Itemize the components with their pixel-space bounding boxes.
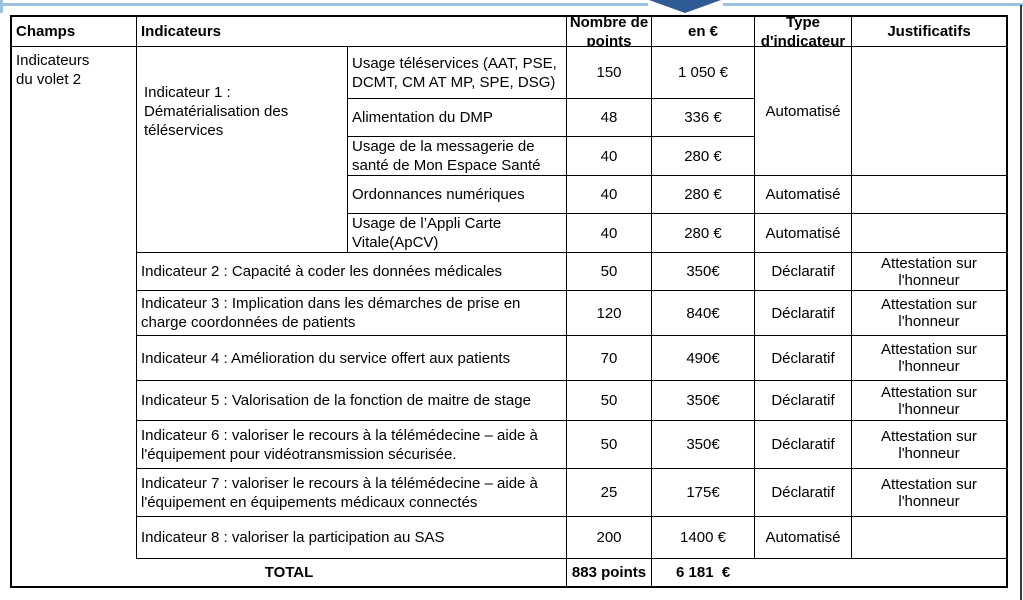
row-euros: 350€ <box>652 421 755 469</box>
page-right-edge <box>1020 5 1022 600</box>
sub-row-label: Ordonnances numériques <box>348 176 567 214</box>
row-euros: 350€ <box>652 253 755 291</box>
type-indicateur-row-5: Automatisé <box>755 214 852 253</box>
row-points: 25 <box>567 469 652 517</box>
header-en-euros: en € <box>652 17 755 47</box>
top-accent-line-right <box>723 3 1023 6</box>
header-nombre-points: Nombre de points <box>567 17 652 47</box>
row-label: Indicateur 7 : valoriser le recours à la… <box>137 469 567 517</box>
row-type: Déclaratif <box>755 469 852 517</box>
sub-row-euros: 336 € <box>652 99 755 137</box>
row-label: Indicateur 2 : Capacité à coder les donn… <box>137 253 567 291</box>
row-label: Indicateur 4 : Amélioration du service o… <box>137 336 567 381</box>
sub-row-euros: 280 € <box>652 137 755 176</box>
down-arrow-icon <box>649 0 721 13</box>
indicateur-1-label: Indicateur 1 : Dématérialisation des tél… <box>137 47 348 253</box>
header-indicateurs: Indicateurs <box>137 17 567 47</box>
total-euros: 6 181 € <box>676 564 731 581</box>
row-justificatif-empty <box>852 517 1006 559</box>
row-euros: 350€ <box>652 381 755 421</box>
row-justificatif: Attestation sur l'honneur <box>852 469 1006 517</box>
sub-row-points: 40 <box>567 214 652 253</box>
header-champs: Champs <box>12 17 137 47</box>
row-label: Indicateur 3 : Implication dans les déma… <box>137 291 567 336</box>
sub-row-points: 150 <box>567 47 652 99</box>
row-type: Automatisé <box>755 517 852 559</box>
row-euros: 1400 € <box>652 517 755 559</box>
type-indicateur-row-4: Automatisé <box>755 176 852 214</box>
indicators-table: Champs Indicateurs Nombre de points en €… <box>10 15 1008 588</box>
sub-row-label: Usage de l’Appli Carte Vitale(ApCV) <box>348 214 567 253</box>
row-type: Déclaratif <box>755 253 852 291</box>
row-justificatif: Attestation sur l'honneur <box>852 336 1006 381</box>
sub-row-label: Usage téléservices (AAT, PSE, DCMT, CM A… <box>348 47 567 99</box>
row-points: 50 <box>567 253 652 291</box>
total-label: TOTAL <box>12 559 567 586</box>
sub-row-euros: 280 € <box>652 214 755 253</box>
champs-group-cell: Indicateurs du volet 2 <box>12 47 137 559</box>
row-points: 70 <box>567 336 652 381</box>
row-type: Déclaratif <box>755 336 852 381</box>
row-points: 50 <box>567 421 652 469</box>
row-points: 120 <box>567 291 652 336</box>
row-justificatif: Attestation sur l'honneur <box>852 253 1006 291</box>
header-justificatifs: Justificatifs <box>852 17 1006 47</box>
row-euros: 490€ <box>652 336 755 381</box>
left-accent-tick <box>0 0 3 13</box>
row-justificatif: Attestation sur l'honneur <box>852 291 1006 336</box>
sub-row-points: 40 <box>567 176 652 214</box>
row-points: 200 <box>567 517 652 559</box>
row-label: Indicateur 8 : valoriser la participatio… <box>137 517 567 559</box>
row-points: 50 <box>567 381 652 421</box>
header-type-indicateur: Type d'indicateur <box>755 17 852 47</box>
top-accent-line-left <box>2 3 648 6</box>
sub-row-label: Alimentation du DMP <box>348 99 567 137</box>
sub-row-euros: 1 050 € <box>652 47 755 99</box>
sub-row-euros: 280 € <box>652 176 755 214</box>
row-justificatif: Attestation sur l'honneur <box>852 381 1006 421</box>
row-euros: 840€ <box>652 291 755 336</box>
row-type: Déclaratif <box>755 421 852 469</box>
row-label: Indicateur 5 : Valorisation de la foncti… <box>137 381 567 421</box>
row-euros: 175€ <box>652 469 755 517</box>
total-points: 883 points <box>567 559 652 586</box>
row-type: Déclaratif <box>755 381 852 421</box>
sub-row-points: 48 <box>567 99 652 137</box>
sub-row-label: Usage de la messagerie de santé de Mon E… <box>348 137 567 176</box>
justificatif-row-5-empty <box>852 214 1006 253</box>
row-justificatif: Attestation sur l'honneur <box>852 421 1006 469</box>
type-indicateur-rows-1-3: Automatisé <box>755 47 852 176</box>
justificatif-row-4-empty <box>852 176 1006 214</box>
justificatif-rows-1-3-empty <box>852 47 1006 176</box>
row-label: Indicateur 6 : valoriser le recours à la… <box>137 421 567 469</box>
sub-row-points: 40 <box>567 137 652 176</box>
row-type: Déclaratif <box>755 291 852 336</box>
